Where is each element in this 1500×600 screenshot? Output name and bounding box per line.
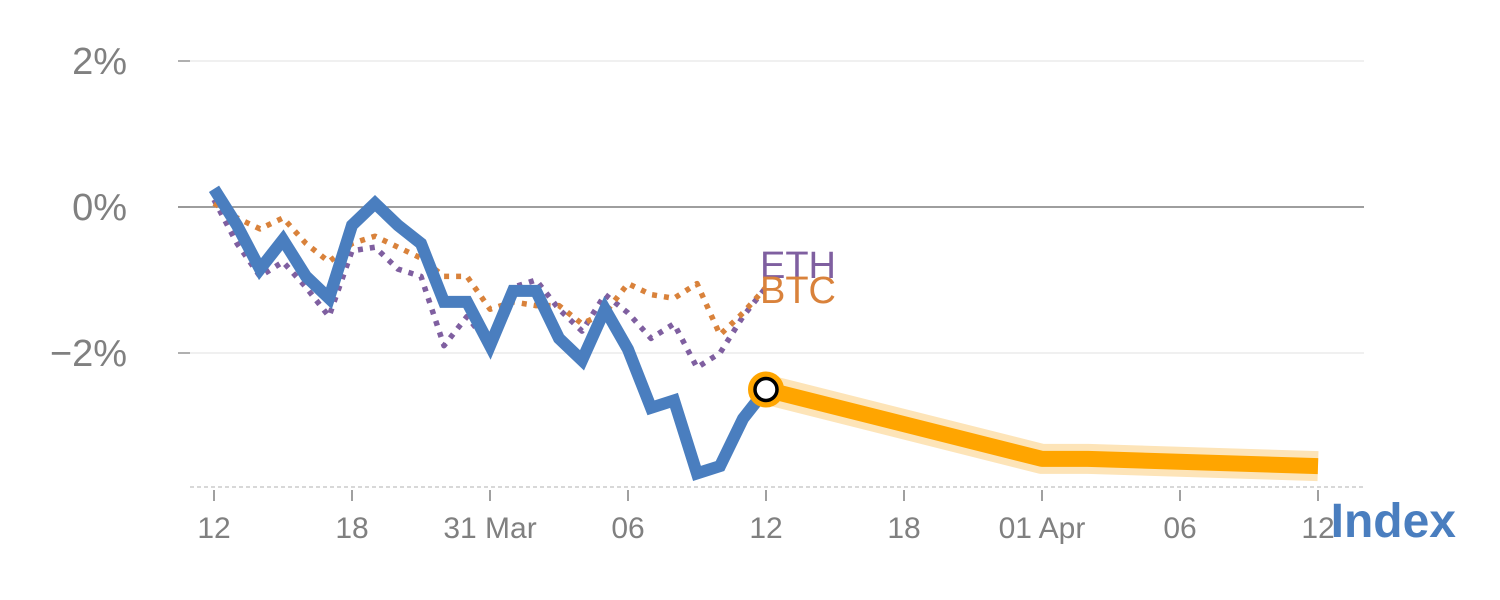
y-tick-label: −2% <box>50 333 127 375</box>
x-tick-label: 06 <box>611 512 644 545</box>
current-value-marker <box>753 376 779 403</box>
y-tick-label: 2% <box>72 41 127 83</box>
x-tick-label: 18 <box>335 512 368 545</box>
x-tick-label: 06 <box>1163 512 1196 545</box>
x-tick-label: 01 Apr <box>999 512 1086 545</box>
forecast-band-line <box>764 381 1319 475</box>
index-series-line <box>208 185 771 481</box>
x-tick-label: 12 <box>749 512 782 545</box>
x-tick-label: 12 <box>1301 512 1334 545</box>
series-layer <box>208 185 1319 482</box>
x-tick-label: 18 <box>887 512 920 545</box>
index-label: Index <box>1331 495 1457 548</box>
btc-label: BTC <box>760 270 836 312</box>
y-tick-label: 0% <box>72 187 127 229</box>
x-tick-label: 12 <box>197 512 230 545</box>
x-tick-label: 31 Mar <box>443 512 536 545</box>
btc-series-line <box>212 200 769 338</box>
eth-label: ETH <box>760 245 836 287</box>
